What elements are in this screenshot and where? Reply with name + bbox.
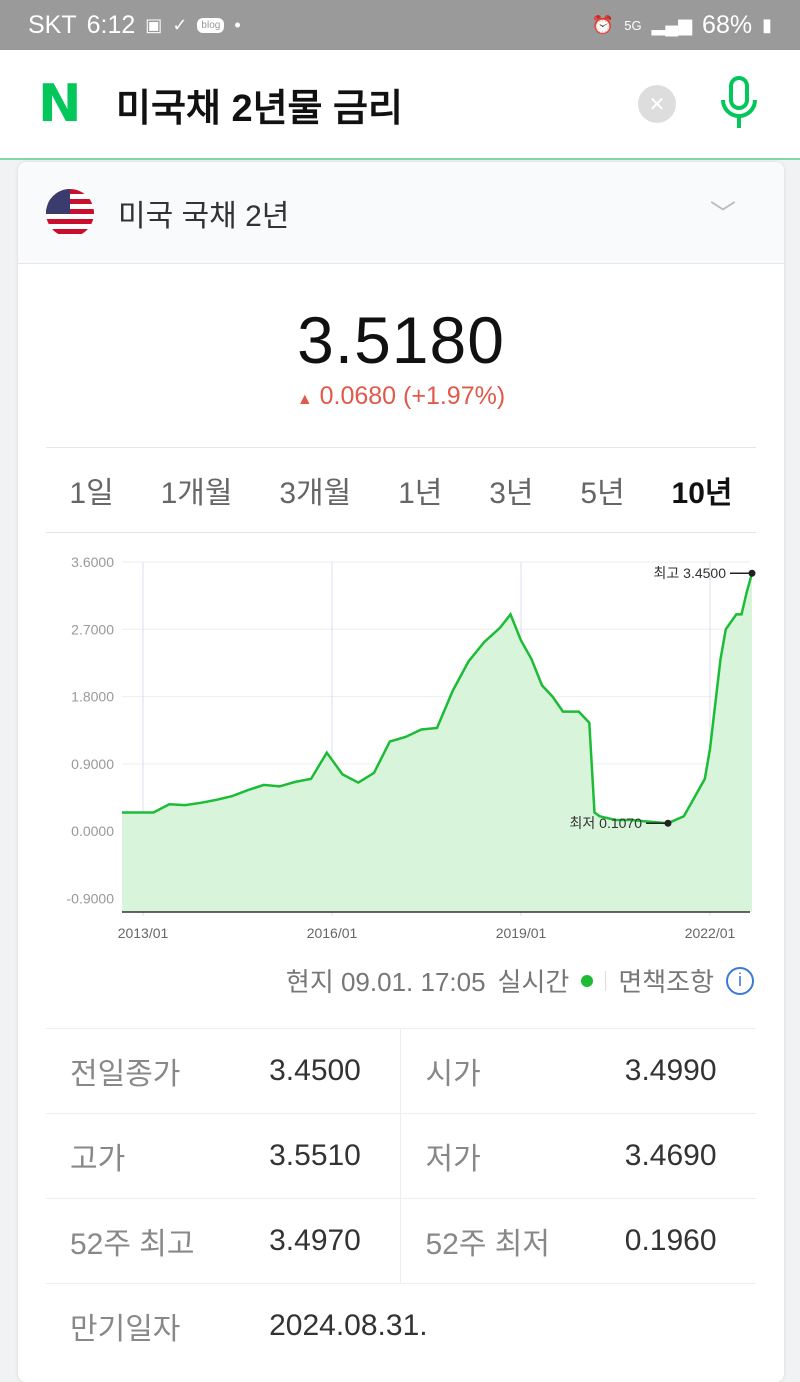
period-tabs: 1일 1개월 3개월 1년 3년 5년 10년: [46, 447, 756, 533]
stat-value: 3.4970: [245, 1198, 401, 1284]
tab-period[interactable]: 5년: [580, 477, 625, 510]
y-tick-label: 0.9000: [71, 756, 114, 772]
y-tick-label: 2.7000: [71, 621, 114, 637]
alarm-icon: ⏰: [591, 14, 615, 35]
realtime-label: 실시간: [497, 967, 570, 997]
current-price: 3.5180: [297, 303, 505, 377]
tab-period[interactable]: 1일: [69, 477, 114, 510]
tab-period[interactable]: 3년: [489, 477, 534, 510]
tab-period[interactable]: 3개월: [279, 477, 352, 510]
chevron-down-icon[interactable]: ﹀: [709, 199, 736, 229]
meta-row: 현지 09.01. 17:05 실시간 면책조항 i: [286, 962, 754, 999]
low-marker-point: [664, 819, 672, 827]
carrier: SKT: [28, 10, 77, 39]
gallery-icon: ▣: [145, 14, 163, 35]
stat-value: 3.4990: [600, 1028, 756, 1114]
tab-period[interactable]: 1개월: [160, 477, 233, 510]
timestamp: 현지 09.01. 17:05: [285, 967, 486, 997]
stat-value: 3.4690: [600, 1113, 756, 1199]
signal-icon: ▂▄▆: [651, 14, 693, 35]
stats-row: 고가 3.5510 저가 3.4690: [46, 1113, 756, 1199]
battery-icon: ▮: [762, 14, 772, 35]
stat-label: 저가: [400, 1113, 601, 1199]
stat-label: 전일종가: [46, 1028, 246, 1114]
tab-period[interactable]: 1년: [398, 477, 443, 510]
status-bar: SKT 6:12 ▣ ✓ blog • ⏰ 5G ▂▄▆ 68% ▮: [0, 0, 800, 50]
series-line: [122, 572, 754, 825]
instrument-selector[interactable]: 미국 국채 2년 ﹀: [18, 162, 784, 264]
battery-level: 68%: [702, 10, 753, 39]
stat-value: 3.4500: [245, 1028, 401, 1114]
y-tick-label: 1.8000: [71, 689, 114, 705]
low-annotation: 최저 0.1070: [570, 815, 643, 831]
instrument-name: 미국 국채 2년: [118, 199, 290, 233]
stats-row: 전일종가 3.4500 시가 3.4990: [46, 1028, 756, 1114]
y-tick-label: 0.0000: [71, 823, 114, 839]
stat-label: 52주 최고: [46, 1198, 246, 1284]
yield-chart: 3.6000 2.7000 1.8000 0.9000 0.0000 -0.9000 201…: [67, 554, 756, 941]
blog-icon: blog: [197, 17, 225, 33]
divider: [605, 970, 607, 991]
search-bar: N 미국채 2년물 금리 ✕: [0, 50, 800, 160]
high-marker-point: [748, 569, 756, 577]
disclaimer-link[interactable]: 면책조항: [618, 967, 714, 997]
stats-row: 만기일자 2024.08.31.: [46, 1283, 756, 1369]
stats-table: 전일종가 3.4500 시가 3.4990 고가 3.5510 저가 3.4690 52주 최고…: [46, 1028, 756, 1369]
y-tick-label: -0.9000: [67, 891, 115, 907]
clear-icon[interactable]: ✕: [638, 85, 676, 123]
info-icon[interactable]: i: [726, 966, 754, 995]
dot-icon: •: [234, 14, 241, 35]
notification-icon: ✓: [172, 14, 188, 35]
x-tick-label: 2019/01: [496, 925, 547, 941]
stats-row: 52주 최고 3.4970 52주 최저 0.1960: [46, 1198, 756, 1284]
tab-period[interactable]: 10년: [671, 477, 733, 510]
realtime-dot-icon: [581, 974, 594, 987]
up-triangle-icon: ▲: [296, 391, 313, 408]
bond-card: 미국 국채 2년 ﹀ 3.5180 ▲ 0.0680 (+1.97%) 1일 1개…: [18, 162, 784, 1382]
x-tick-label: 2013/01: [118, 925, 169, 941]
stat-label: 만기일자: [46, 1283, 246, 1369]
high-annotation: 최고 3.4500: [654, 565, 727, 581]
x-tick-label: 2022/01: [685, 925, 736, 941]
naver-logo[interactable]: N: [38, 74, 82, 134]
stat-value: 0.1960: [600, 1198, 756, 1284]
y-tick-label: 3.6000: [71, 554, 114, 570]
search-input[interactable]: 미국채 2년물 금리: [116, 87, 403, 130]
stat-label: 52주 최저: [400, 1198, 601, 1284]
area-fill: [122, 573, 752, 912]
us-flag-icon: [46, 188, 94, 237]
stat-value: 2024.08.31.: [245, 1283, 756, 1369]
clock: 6:12: [86, 10, 136, 39]
microphone-icon[interactable]: [716, 74, 762, 134]
stat-label: 고가: [46, 1113, 246, 1199]
stat-value: 3.5510: [245, 1113, 401, 1199]
price-change: ▲ 0.0680 (+1.97%): [18, 382, 784, 411]
stat-label: 시가: [400, 1028, 601, 1114]
change-value: 0.0680 (+1.97%): [319, 382, 506, 410]
network-icon: 5G: [624, 17, 642, 33]
x-tick-label: 2016/01: [307, 925, 358, 941]
